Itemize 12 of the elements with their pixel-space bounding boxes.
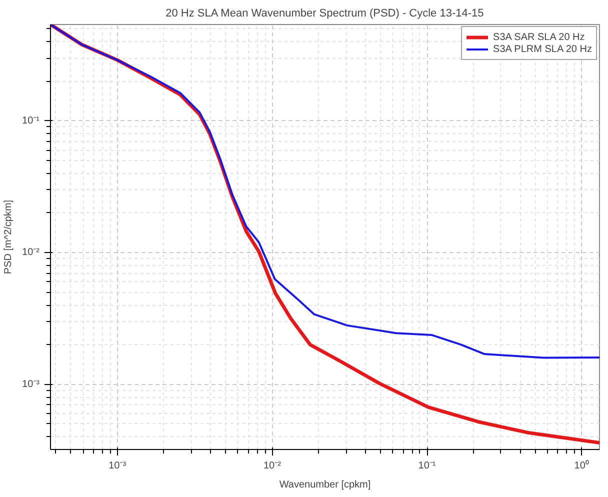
x-tick-label: 10⁻³ bbox=[108, 460, 127, 472]
x-axis-title: Wavenumber [cpkm] bbox=[279, 480, 371, 490]
y-tick-label: 10⁻² bbox=[22, 247, 40, 258]
y-tick-label: 10⁻¹ bbox=[22, 115, 40, 126]
legend-label: S3A SAR SLA 20 Hz bbox=[493, 31, 585, 43]
chart-title: 20 Hz SLA Mean Wavenumber Spectrum (PSD) - Cycle 13-14-15 bbox=[166, 8, 484, 20]
legend-label: S3A PLRM SLA 20 Hz bbox=[493, 43, 592, 55]
x-tick-label: 10⁰ bbox=[574, 460, 590, 472]
x-tick-label: 10⁻² bbox=[263, 460, 282, 472]
x-tick-label: 10⁻¹ bbox=[418, 460, 436, 472]
y-tick-label: 10⁻³ bbox=[22, 378, 40, 390]
y-axis-title: PSD [m^2/cpkm] bbox=[3, 200, 14, 274]
